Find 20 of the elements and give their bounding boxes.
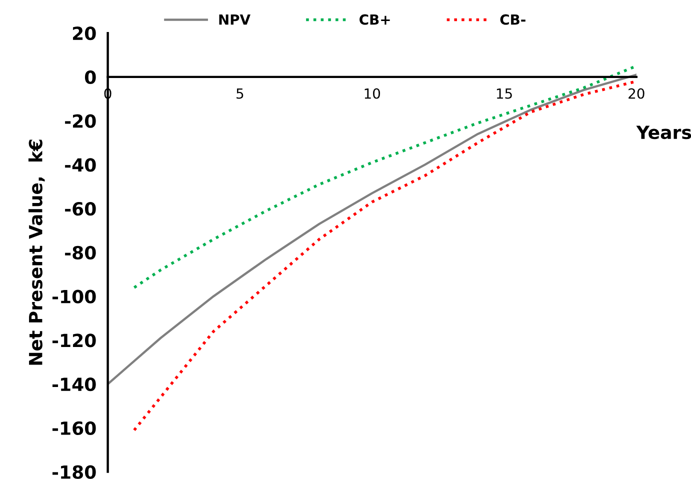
- y-tick-label: 0: [84, 70, 96, 84]
- y-tick-label: -180: [52, 465, 96, 479]
- y-tick-label: -120: [52, 334, 96, 348]
- x-tick-label: 5: [236, 88, 244, 99]
- y-axis-title: Net Present Value, k€: [28, 140, 45, 365]
- y-tick-label: -140: [52, 378, 96, 392]
- y-tick-label: -160: [52, 421, 96, 436]
- x-tick-label: 10: [364, 88, 380, 99]
- x-tick-label: 15: [496, 88, 512, 99]
- legend-label: CB+: [360, 14, 390, 25]
- legend-label: NPV: [219, 14, 250, 25]
- y-tick-label: -100: [52, 290, 96, 304]
- y-tick-label: -20: [65, 114, 96, 128]
- x-tick-label: 20: [628, 88, 644, 99]
- legend-label: CB-: [500, 14, 526, 25]
- y-tick-label: -80: [65, 246, 96, 260]
- x-axis-title: Years: [636, 126, 691, 140]
- y-tick-label: -60: [65, 202, 96, 216]
- y-tick-label: -40: [65, 158, 96, 172]
- y-tick-label: 20: [72, 26, 96, 40]
